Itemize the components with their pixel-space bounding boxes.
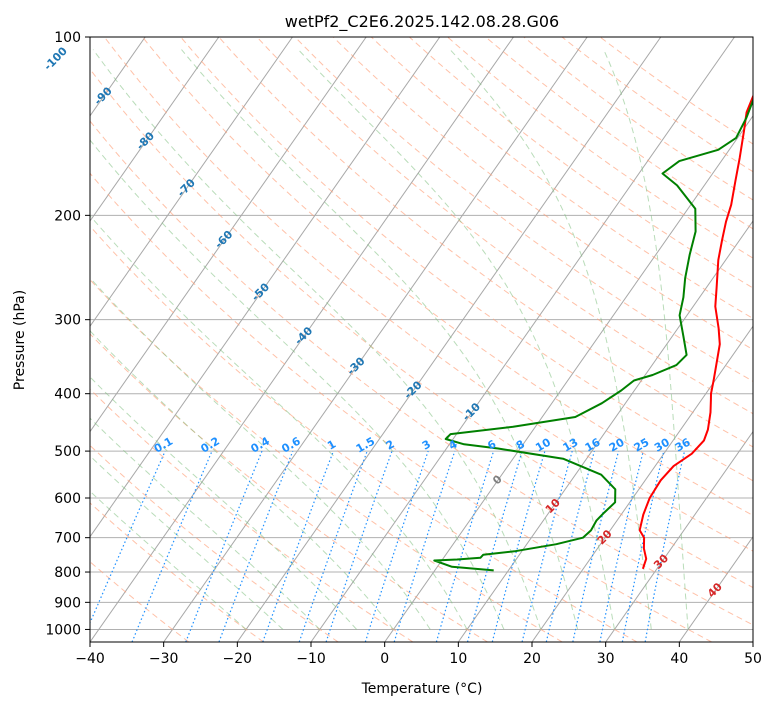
dry-adiabat-line <box>90 120 753 626</box>
isotherm-line <box>457 220 753 642</box>
x-tick-label: 50 <box>744 651 762 667</box>
mixing-ratio-line <box>90 450 166 625</box>
plot-frame <box>89 36 754 643</box>
mixing-ratio-line <box>218 450 294 642</box>
moist-adiabat-line <box>603 49 689 630</box>
x-tick-label: 40 <box>670 651 688 667</box>
dry-adiabat-line <box>90 333 488 642</box>
isotherm-line <box>90 37 220 222</box>
dry-adiabat-line <box>104 37 753 552</box>
mixing-ratio-line <box>572 450 620 642</box>
moist-adiabat-line <box>92 49 542 630</box>
mixing-ratio-line <box>393 450 456 642</box>
x-tick-label: −30 <box>149 651 179 667</box>
dry-adiabat-line <box>90 502 264 642</box>
x-axis-label: Temperature (°C) <box>361 681 483 697</box>
mixing-ratio-line <box>599 450 644 642</box>
grid-layer <box>90 37 753 642</box>
isotherm-line <box>90 37 514 642</box>
moist-adiabat-line <box>90 455 284 630</box>
y-tick-label: 300 <box>54 313 81 329</box>
x-tick-label: −10 <box>296 651 326 667</box>
mixing-ratio-line <box>325 450 393 642</box>
moist-adiabat-line <box>90 376 357 630</box>
mixing-ratio-line <box>185 450 263 642</box>
x-tick-label: 0 <box>380 651 389 667</box>
series-layer <box>433 93 753 572</box>
chart-title: wetPf2_C2E6.2025.142.08.28.G06 <box>285 12 559 32</box>
dry-adiabat-line <box>90 172 712 642</box>
isotherm-line <box>531 325 753 642</box>
x-axis: −40 −30 −20 −10 0 10 20 30 40 50 <box>75 642 762 667</box>
y-axis-label: Pressure (hPa) <box>12 290 28 390</box>
isotherm-line <box>90 37 441 538</box>
mixing-ratio-line <box>262 450 334 642</box>
isotherm-line <box>236 37 662 642</box>
dry-adiabat-line <box>561 37 753 173</box>
x-tick-label: 20 <box>523 651 541 667</box>
moist-adiabat-line <box>297 49 615 630</box>
y-tick-label: 100 <box>54 30 81 46</box>
dry-adiabat-line <box>447 37 753 259</box>
mixing-ratio-line <box>521 450 573 642</box>
x-tick-label: 10 <box>449 651 467 667</box>
dry-adiabat-line <box>256 37 753 415</box>
y-tick-label: 400 <box>54 387 81 403</box>
moist-adiabat-line <box>90 490 247 630</box>
isotherm-line <box>163 37 588 642</box>
dry-adiabat-line <box>90 68 753 589</box>
temperature-trace <box>638 93 753 570</box>
mixing-ratio-line <box>466 450 523 642</box>
dry-adiabat-line <box>90 444 339 642</box>
dry-adiabat-line <box>294 37 753 382</box>
x-tick-label: −40 <box>75 651 105 667</box>
mixing-ratio-line <box>435 450 495 642</box>
mixing-ratio-line <box>364 450 429 642</box>
dry-adiabat-line <box>180 37 753 482</box>
x-tick-label: −20 <box>223 651 253 667</box>
isotherm-line <box>678 535 753 642</box>
y-tick-label: 200 <box>54 208 81 224</box>
y-tick-label: 1000 <box>45 622 81 638</box>
isotherm-line <box>90 37 367 433</box>
moist-adiabat-line <box>90 139 505 630</box>
y-tick-label: 700 <box>54 531 81 547</box>
dry-adiabat-line <box>142 37 753 516</box>
isotherm-line <box>605 430 753 642</box>
isotherm-line <box>384 114 753 642</box>
y-axis: 100 200 300 400 500 600 700 800 900 1000 <box>45 30 90 638</box>
mixing-ratio-line <box>491 450 546 642</box>
y-tick-label: 900 <box>54 595 81 611</box>
y-tick-label: 500 <box>54 444 81 460</box>
moist-adiabat-line <box>90 277 431 630</box>
isotherm-line <box>90 37 293 328</box>
y-tick-label: 600 <box>54 491 81 507</box>
x-tick-label: 30 <box>597 651 615 667</box>
mixing-ratio-line <box>545 450 595 642</box>
isotherm-line <box>310 37 735 642</box>
dry-adiabat-line <box>332 37 753 351</box>
dry-adiabat-line <box>523 37 753 201</box>
dry-adiabat-line <box>485 37 753 230</box>
dewpoint-trace <box>433 97 753 572</box>
moist-adiabat-line <box>90 330 394 630</box>
moist-adiabat-line <box>181 49 579 630</box>
mixing-ratio-line <box>131 450 213 642</box>
y-tick-label: 800 <box>54 565 81 581</box>
dry-adiabat-line <box>90 225 638 642</box>
mixing-ratio-line <box>298 450 368 642</box>
moist-adiabat-line <box>90 214 468 630</box>
moist-adiabat-line <box>449 49 652 630</box>
